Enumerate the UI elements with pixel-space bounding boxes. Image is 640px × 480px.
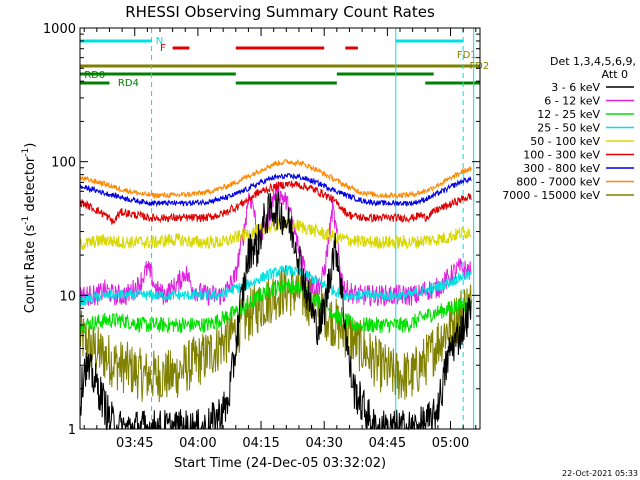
x-tick-label: 04:00	[179, 436, 216, 451]
x-tick-label: 04:30	[305, 436, 342, 451]
series-300-800-kevline	[79, 172, 472, 208]
bar-f-label: F	[160, 43, 166, 54]
x-tick-label: 04:45	[369, 436, 406, 451]
bar-n-label: N	[156, 36, 163, 47]
y-axis: 1 10 100 1000	[43, 22, 480, 438]
chart-title: RHESSI Observing Summary Count Rates	[125, 3, 435, 21]
bar-fd1-label: FD1	[457, 50, 477, 61]
series-100-300-kevline	[79, 180, 472, 225]
series-layer	[79, 158, 472, 431]
y-axis-label: Count Rate (s-1 detector-1)	[21, 143, 38, 314]
legend-label: 25 - 50 keV	[537, 122, 600, 135]
series-12-25-kevline	[79, 278, 472, 335]
legend-header-line1: Det 1,3,4,5,6,9,	[550, 55, 636, 68]
legend-label: 300 - 800 keV	[523, 162, 600, 175]
legend-label: 6 - 12 keV	[544, 95, 600, 108]
bar-rd4-label: RD4	[118, 78, 139, 89]
series-7000-15000-kevline	[79, 265, 472, 403]
y-tick-label: 10	[59, 289, 76, 304]
legend-label: 100 - 300 keV	[523, 149, 600, 162]
legend-label: 3 - 6 keV	[551, 81, 600, 94]
footer-timestamp: 22-Oct-2021 05:33	[562, 469, 638, 478]
legend-label: 12 - 25 keV	[537, 108, 600, 121]
legend-label: 800 - 7000 keV	[516, 176, 600, 189]
legend-header-line2: Att 0	[602, 68, 628, 81]
legend-label: 50 - 100 keV	[530, 135, 600, 148]
bar-fd2-label: FD2	[469, 61, 489, 72]
plot-frame	[79, 27, 481, 430]
x-axis: 03:45 04:00 04:15 04:30 04:45 05:00	[83, 28, 477, 451]
x-axis-label: Start Time (24-Dec-05 03:32:02)	[174, 456, 386, 471]
x-tick-label: 05:00	[432, 436, 469, 451]
x-tick-label: 03:45	[116, 436, 153, 451]
y-tick-label: 1000	[43, 22, 76, 37]
y-tick-label: 100	[51, 156, 76, 171]
series-25-50-kevline	[79, 264, 472, 307]
series-800-7000-kevline	[79, 158, 472, 200]
bar-rd0-label: RD0	[84, 70, 105, 81]
series-50-100-kevline	[79, 218, 472, 251]
y-tick-label: 1	[68, 423, 76, 438]
legend-label: 7000 - 15000 keV	[502, 189, 600, 202]
x-tick-label: 04:15	[242, 436, 279, 451]
